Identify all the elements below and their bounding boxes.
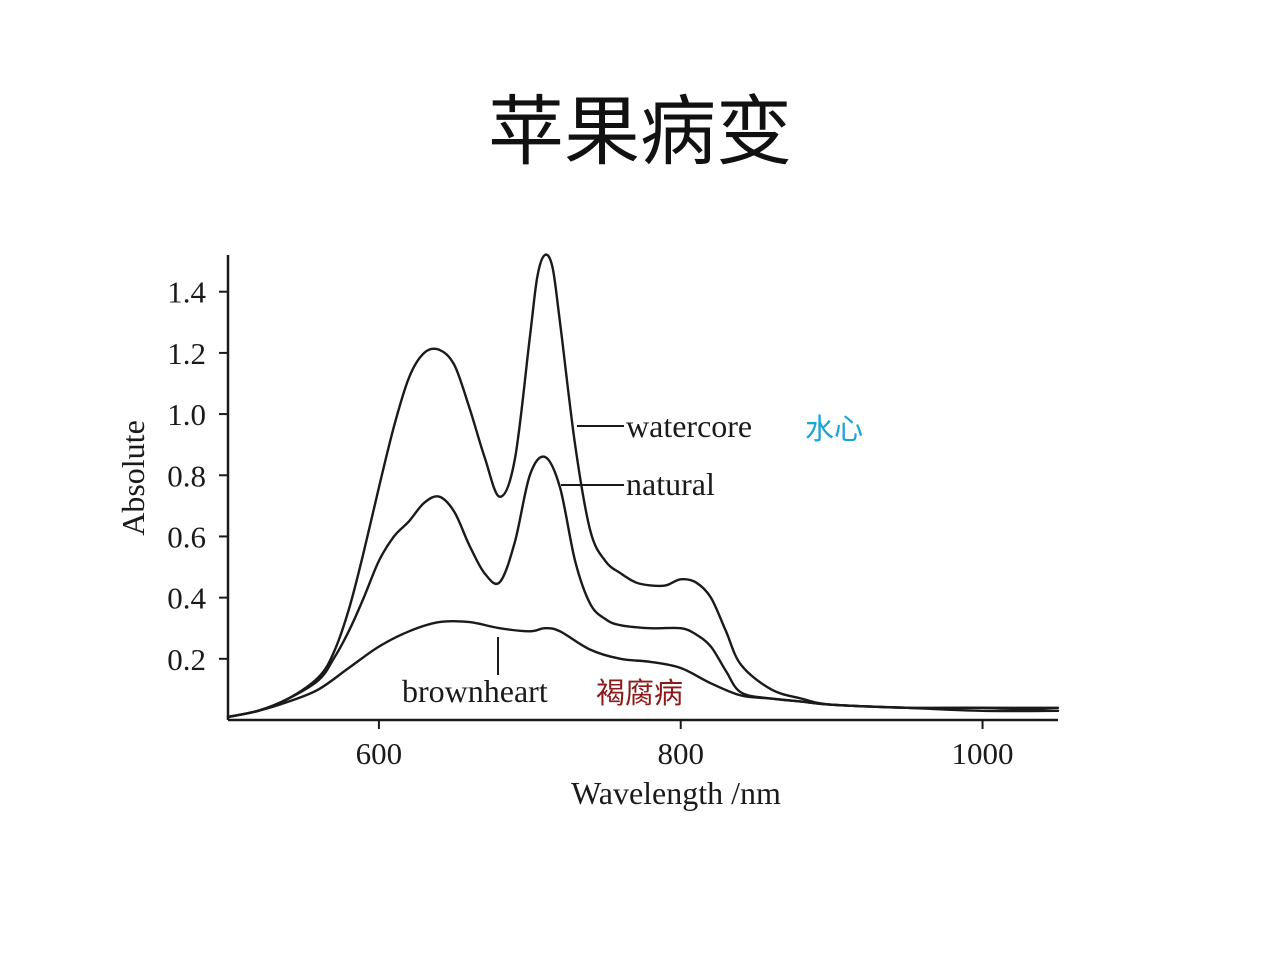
- y-tick-label: 0.8: [167, 458, 206, 493]
- chart-ticks: 0.2 0.4 0.6 0.8 1.0 1.2 1.4 600 800 1000: [167, 275, 1013, 771]
- x-tick-label: 600: [356, 736, 403, 771]
- chart-axes: [226, 255, 1058, 722]
- x-axis-title: Wavelength /nm: [571, 775, 781, 811]
- y-tick-label: 1.4: [167, 275, 206, 310]
- slide-title: 苹果病变: [488, 87, 792, 176]
- series-label-brownheart: brownheart: [402, 673, 548, 709]
- y-tick-label: 0.4: [167, 581, 206, 616]
- chart-series: [226, 253, 1060, 719]
- label-leader-lines: [497, 425, 624, 675]
- x-tick-label: 1000: [952, 736, 1014, 771]
- x-tick-label: 800: [657, 736, 704, 771]
- y-tick-label: 0.2: [167, 642, 206, 677]
- series-label-watercore: watercore: [626, 408, 752, 444]
- y-axis-title: Absolute: [115, 420, 151, 536]
- series-label-natural: natural: [626, 466, 715, 502]
- series-line-brownheart: [226, 619, 1060, 719]
- y-tick-label: 0.6: [167, 519, 206, 554]
- series-line-watercore: [226, 253, 1060, 719]
- series-label-watercore-cn: 水心: [805, 412, 863, 446]
- y-tick-label: 1.0: [167, 397, 206, 432]
- y-tick-label: 1.2: [167, 336, 206, 371]
- series-label-brownheart-cn: 褐腐病: [596, 676, 683, 710]
